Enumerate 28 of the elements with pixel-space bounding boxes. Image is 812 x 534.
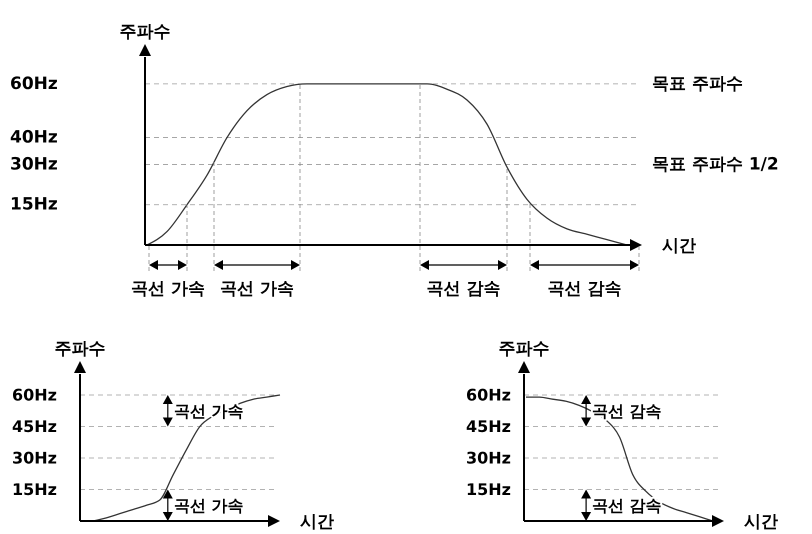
- x-axis-title: 시간: [744, 512, 778, 532]
- y-tick-label: 30Hz: [10, 154, 58, 174]
- text: 목표 주파수: [652, 74, 743, 94]
- y-axis-title: 주파수: [120, 22, 170, 42]
- text: 곡선 가속: [131, 279, 205, 299]
- text: 곡선 가속: [220, 279, 294, 299]
- text: 곡선 감속: [548, 279, 622, 299]
- annotation: 곡선 감속: [592, 401, 662, 420]
- y-tick-label: 45Hz: [12, 417, 57, 436]
- y-tick-label: 60Hz: [10, 74, 58, 94]
- x-axis-title: 시간: [662, 236, 696, 256]
- y-tick-label: 30Hz: [12, 448, 57, 468]
- text: 곡선 감속: [426, 279, 500, 299]
- y-axis-title: 주파수: [498, 339, 550, 359]
- y-tick-label: 15Hz: [466, 480, 511, 499]
- x-axis-title: 시간: [300, 512, 334, 532]
- y-tick-label: 45Hz: [466, 417, 511, 436]
- y-tick-label: 40Hz: [10, 128, 58, 148]
- annotation: 곡선 감속: [592, 496, 662, 515]
- y-tick-label: 60Hz: [466, 386, 511, 404]
- y-tick-label: 15Hz: [10, 194, 58, 215]
- annotation: 곡선 가속: [174, 496, 244, 515]
- y-tick-label: 30Hz: [466, 448, 511, 468]
- y-axis-title: 주파수: [54, 339, 106, 359]
- y-tick-label: 60Hz: [12, 386, 57, 404]
- y-tick-label: 15Hz: [12, 480, 57, 499]
- line-series: [146, 83, 628, 246]
- text: 목표 주파수 1/2: [652, 154, 779, 174]
